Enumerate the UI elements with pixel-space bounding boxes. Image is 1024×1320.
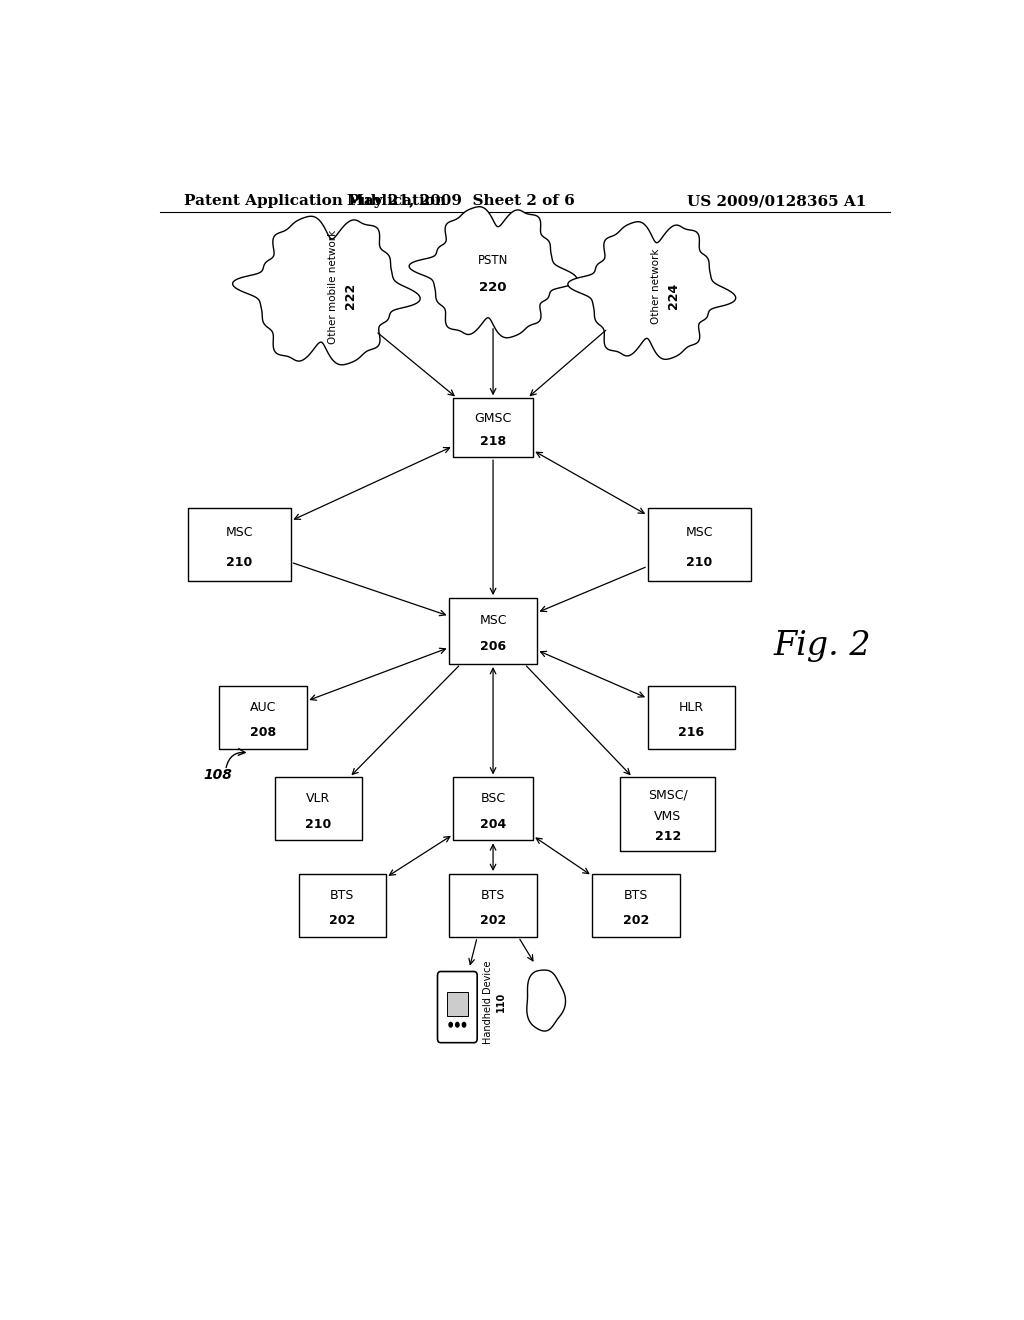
Polygon shape — [568, 222, 735, 359]
Text: Handheld Device: Handheld Device — [482, 960, 493, 1044]
Text: 206: 206 — [480, 640, 506, 653]
FancyBboxPatch shape — [274, 777, 362, 841]
FancyBboxPatch shape — [450, 874, 537, 937]
Text: SMSC/: SMSC/ — [648, 788, 687, 801]
FancyBboxPatch shape — [454, 399, 532, 457]
Text: 208: 208 — [250, 726, 276, 739]
Text: 210: 210 — [226, 556, 252, 569]
Text: Other network: Other network — [650, 248, 660, 325]
Text: BTS: BTS — [624, 888, 648, 902]
Text: 204: 204 — [480, 817, 506, 830]
Text: GMSC: GMSC — [474, 412, 512, 425]
Text: VMS: VMS — [654, 809, 681, 822]
Text: 108: 108 — [204, 768, 232, 783]
FancyBboxPatch shape — [648, 686, 735, 748]
Text: 202: 202 — [329, 913, 355, 927]
Text: 202: 202 — [623, 913, 649, 927]
Text: Fig. 2: Fig. 2 — [773, 630, 871, 663]
Text: 110: 110 — [496, 991, 506, 1012]
Text: US 2009/0128365 A1: US 2009/0128365 A1 — [687, 194, 866, 209]
Polygon shape — [526, 970, 565, 1031]
Text: 202: 202 — [480, 913, 506, 927]
Text: 210: 210 — [686, 556, 713, 569]
FancyBboxPatch shape — [450, 598, 537, 664]
FancyBboxPatch shape — [648, 508, 751, 581]
Circle shape — [449, 1022, 453, 1028]
Text: HLR: HLR — [679, 701, 705, 714]
Polygon shape — [232, 216, 420, 364]
Text: MSC: MSC — [479, 614, 507, 627]
Text: 212: 212 — [654, 830, 681, 843]
Text: 224: 224 — [667, 282, 680, 309]
FancyBboxPatch shape — [592, 874, 680, 937]
Text: 222: 222 — [344, 282, 356, 309]
Circle shape — [455, 1022, 460, 1028]
Text: 210: 210 — [305, 817, 332, 830]
Text: Other mobile network: Other mobile network — [328, 230, 338, 343]
Circle shape — [462, 1022, 466, 1028]
FancyBboxPatch shape — [437, 972, 477, 1043]
FancyBboxPatch shape — [219, 686, 306, 748]
Text: MSC: MSC — [686, 527, 713, 540]
Text: Patent Application Publication: Patent Application Publication — [183, 194, 445, 209]
FancyBboxPatch shape — [621, 777, 716, 850]
Text: BSC: BSC — [480, 792, 506, 805]
Text: BTS: BTS — [481, 888, 505, 902]
FancyBboxPatch shape — [187, 508, 291, 581]
Text: 218: 218 — [480, 436, 506, 449]
Text: PSTN: PSTN — [478, 253, 508, 267]
FancyBboxPatch shape — [454, 777, 532, 841]
FancyBboxPatch shape — [299, 874, 386, 937]
Text: BTS: BTS — [330, 888, 354, 902]
Text: May 21, 2009  Sheet 2 of 6: May 21, 2009 Sheet 2 of 6 — [347, 194, 575, 209]
Text: AUC: AUC — [250, 701, 276, 714]
Text: 220: 220 — [479, 281, 507, 294]
Text: VLR: VLR — [306, 792, 331, 805]
Text: MSC: MSC — [225, 527, 253, 540]
Polygon shape — [410, 207, 577, 338]
Bar — [446, 991, 468, 1016]
Text: 216: 216 — [678, 726, 705, 739]
